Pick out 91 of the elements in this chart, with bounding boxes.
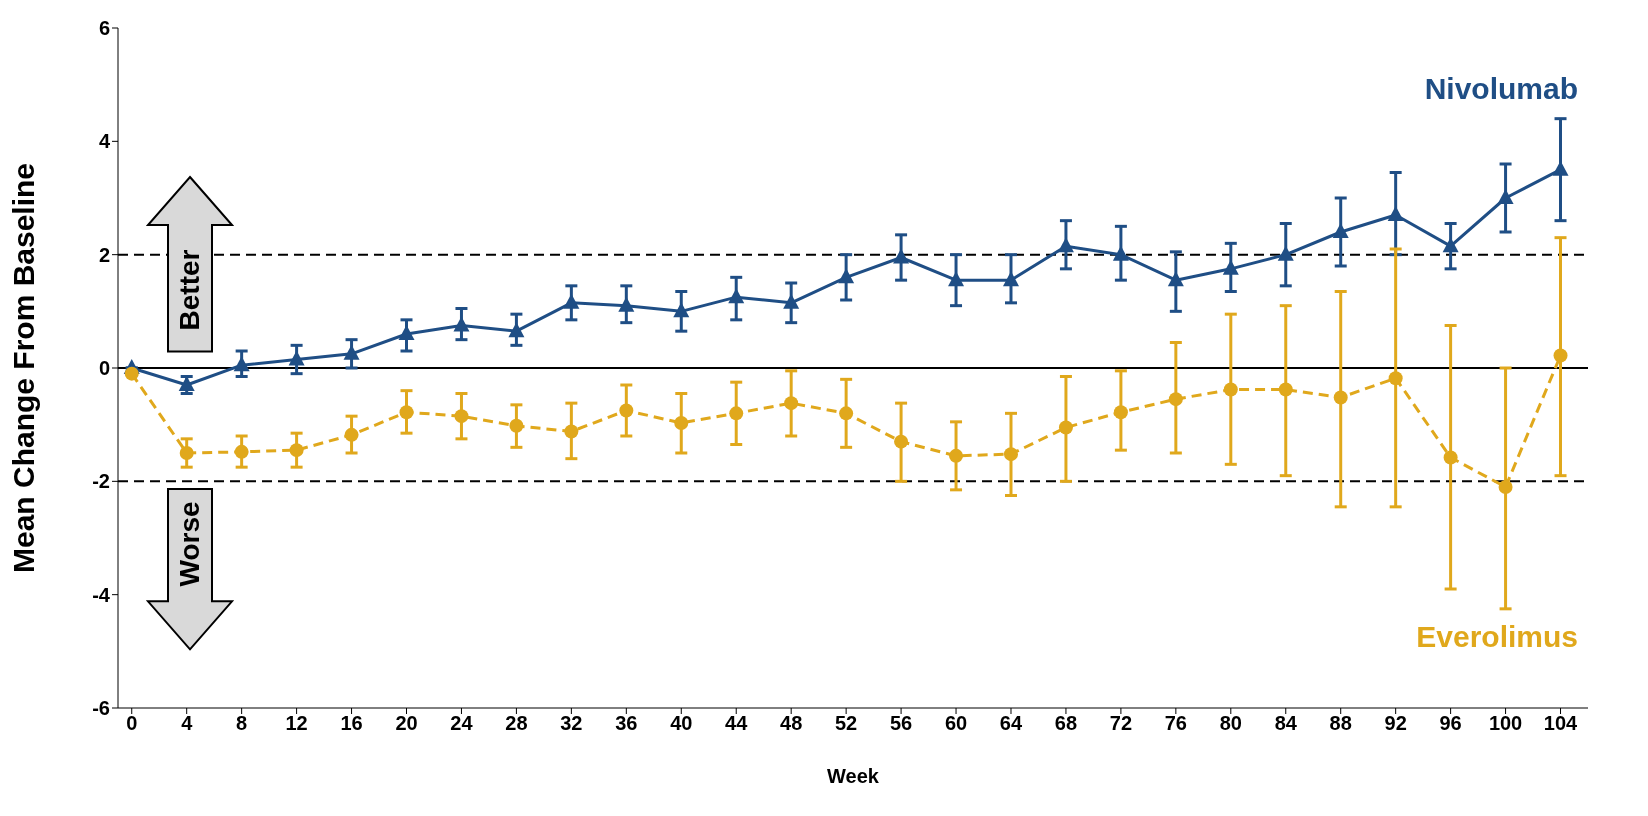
point — [343, 344, 360, 360]
point — [289, 443, 304, 458]
series-label: Nivolumab — [1424, 70, 1578, 107]
point — [838, 268, 855, 284]
y-tick-label: 2 — [98, 243, 110, 266]
y-tick-label: -2 — [92, 470, 110, 493]
point — [1058, 420, 1073, 435]
text: Everolimus — [1416, 618, 1578, 655]
y-tick-label: 6 — [98, 17, 110, 40]
point — [729, 406, 744, 421]
point — [1167, 271, 1184, 287]
x-tick-label: 100 — [1488, 712, 1523, 735]
x-tick-label: 16 — [340, 712, 363, 735]
point — [178, 376, 195, 391]
x-tick-label: 104 — [1543, 712, 1579, 735]
x-tick-label: 96 — [1439, 712, 1462, 735]
x-tick-label: 68 — [1054, 712, 1078, 735]
annotation: Worse — [174, 501, 206, 587]
x-tick-label: 76 — [1164, 712, 1187, 735]
point — [124, 366, 139, 381]
x-tick-label: 56 — [889, 712, 913, 735]
x-tick-label: 36 — [615, 712, 638, 735]
x-tick-label: 20 — [395, 712, 418, 735]
point — [1222, 259, 1239, 275]
y-axis-title: Mean Change From Baseline — [6, 162, 40, 574]
point — [453, 316, 470, 332]
point — [894, 434, 909, 449]
point — [1332, 223, 1349, 238]
x-tick-label: 72 — [1109, 712, 1133, 735]
x-tick-label: 12 — [285, 712, 308, 735]
x-tick-label: 4 — [181, 712, 194, 735]
x-tick-label: 0 — [126, 712, 138, 735]
point — [619, 403, 634, 418]
point — [839, 406, 854, 421]
y-tick-label: -6 — [92, 697, 110, 720]
point — [234, 444, 249, 459]
point — [1002, 271, 1019, 287]
x-tick-label: 64 — [999, 712, 1023, 735]
x-tick-label: 48 — [780, 712, 803, 735]
point — [1113, 405, 1128, 420]
point — [893, 248, 910, 264]
point — [948, 271, 965, 287]
x-tick-label: 32 — [560, 712, 583, 735]
x-tick-label: 40 — [670, 712, 693, 735]
x-tick-label: 52 — [835, 712, 858, 735]
point — [1443, 450, 1458, 465]
point — [564, 424, 579, 439]
x-axis-title: Week — [827, 765, 880, 787]
point — [509, 418, 524, 433]
point — [344, 427, 359, 442]
x-tick-label: 44 — [725, 712, 749, 735]
x-tick-label: 84 — [1274, 712, 1298, 735]
point — [784, 396, 799, 411]
point — [1223, 382, 1238, 397]
point — [1387, 206, 1404, 221]
x-tick-label: 24 — [450, 712, 474, 735]
point — [728, 288, 745, 304]
point — [1498, 480, 1513, 494]
point — [673, 302, 690, 318]
point — [1112, 245, 1129, 261]
y-tick-label: 4 — [98, 130, 111, 153]
point — [949, 448, 964, 463]
point — [618, 296, 635, 312]
x-tick-label: 8 — [236, 712, 248, 735]
point — [508, 322, 525, 338]
y-tick-label: 0 — [98, 357, 110, 380]
x-tick-label: 60 — [944, 712, 968, 735]
y-tick-label: -4 — [92, 583, 111, 606]
annotation: Better — [174, 249, 206, 331]
point — [1333, 390, 1348, 405]
point — [1277, 245, 1294, 261]
point — [1553, 348, 1568, 363]
point — [1442, 237, 1459, 253]
point — [1497, 189, 1514, 204]
point — [563, 293, 580, 309]
point — [288, 350, 305, 366]
point — [399, 405, 414, 420]
point — [674, 415, 689, 430]
point — [1057, 237, 1074, 253]
x-tick-label: 80 — [1219, 712, 1242, 735]
x-tick-label: 88 — [1329, 712, 1352, 735]
x-tick-label: 92 — [1384, 712, 1407, 735]
point — [1168, 392, 1183, 407]
point — [179, 446, 194, 460]
point — [454, 409, 469, 424]
point — [1003, 447, 1018, 462]
point — [1278, 382, 1293, 397]
x-tick-label: 28 — [505, 712, 528, 735]
point — [233, 356, 250, 372]
point — [783, 293, 800, 309]
point — [1388, 371, 1403, 386]
